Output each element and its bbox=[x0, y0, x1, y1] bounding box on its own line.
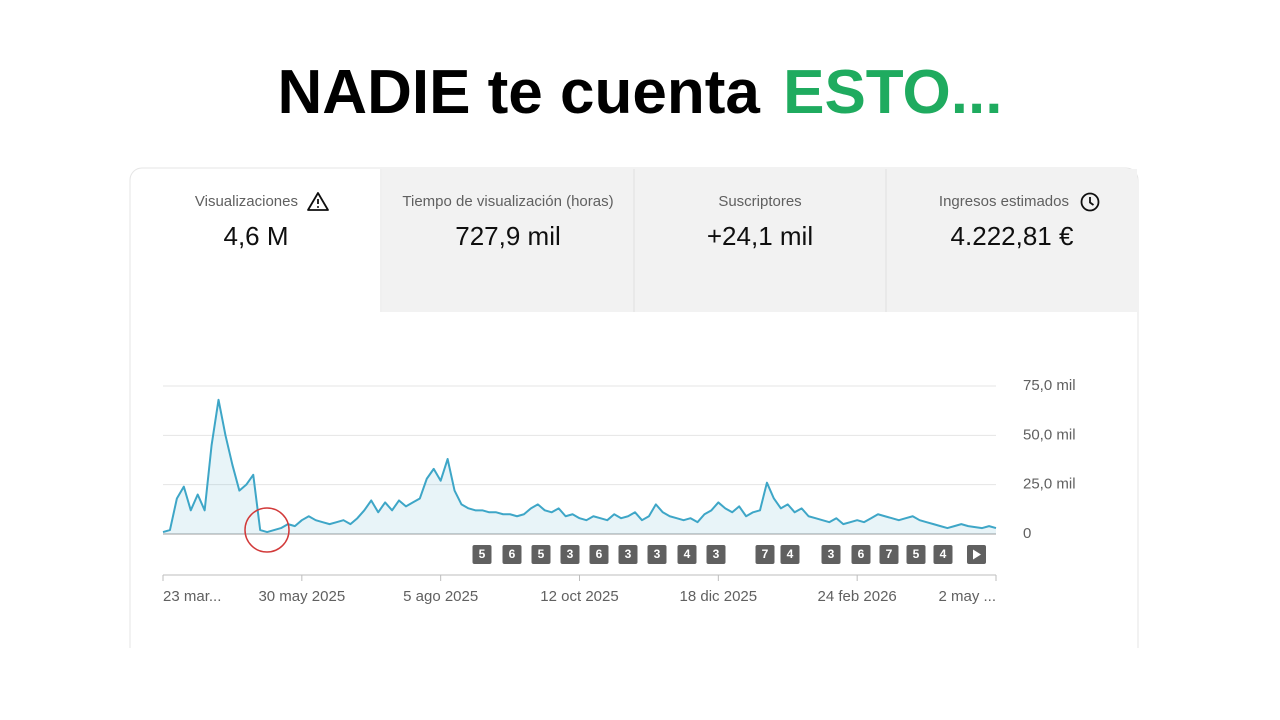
annotation-marker bbox=[755, 545, 775, 564]
annotation-marker bbox=[933, 545, 953, 564]
tab[interactable]: Tiempo de visualización (horas) 727,9 mi… bbox=[402, 193, 613, 251]
headline-highlight: ESTO... bbox=[783, 58, 1002, 127]
annotation-label: 4 bbox=[787, 547, 794, 561]
y-tick-label: 0 bbox=[1023, 525, 1031, 542]
play-icon bbox=[973, 549, 981, 560]
annotation-label: 6 bbox=[596, 547, 603, 561]
annotation-marker bbox=[677, 545, 697, 564]
tab-value: 4.222,81 € bbox=[951, 221, 1074, 251]
warning-icon bbox=[307, 192, 329, 211]
play-button[interactable] bbox=[967, 545, 986, 564]
tab-value: +24,1 mil bbox=[707, 221, 813, 251]
y-tick-label: 75,0 mil bbox=[1023, 377, 1076, 394]
annotation-label: 3 bbox=[828, 547, 835, 561]
annotation-marker bbox=[647, 545, 667, 564]
x-tick-label: 2 may ... bbox=[938, 588, 996, 605]
x-tick-label: 12 oct 2025 bbox=[540, 588, 618, 605]
annotation-label: 7 bbox=[762, 547, 769, 561]
annotation-label: 3 bbox=[713, 547, 720, 561]
annotation-label: 4 bbox=[940, 547, 947, 561]
annotation-marker bbox=[821, 545, 841, 564]
annotation-label: 7 bbox=[886, 547, 893, 561]
annotation-label: 5 bbox=[913, 547, 920, 561]
tab[interactable]: Visualizaciones 4,6 M bbox=[195, 192, 329, 251]
x-tick-label: 23 mar... bbox=[163, 588, 221, 605]
x-tick-label: 18 dic 2025 bbox=[680, 588, 758, 605]
annotation-label: 6 bbox=[858, 547, 865, 561]
annotation-marker bbox=[851, 545, 871, 564]
line bbox=[162, 398, 997, 534]
tab[interactable]: Ingresos estimados 4.222,81 € bbox=[939, 192, 1100, 251]
annotation-label: 3 bbox=[625, 547, 632, 561]
highlight-circle bbox=[244, 507, 290, 553]
x-tick-label: 5 ago 2025 bbox=[403, 588, 478, 605]
annotation-label: 3 bbox=[654, 547, 661, 561]
headline-text: NADIE te cuenta bbox=[278, 58, 761, 127]
annotation-marker bbox=[560, 545, 580, 564]
tab-label: Tiempo de visualización (horas) bbox=[402, 193, 613, 210]
tab-value: 4,6 M bbox=[223, 221, 288, 251]
y-tick-label: 25,0 mil bbox=[1023, 476, 1076, 493]
headline: NADIE te cuenta ESTO... bbox=[278, 58, 1003, 127]
annotation-marker bbox=[589, 545, 609, 564]
annotation-label: 4 bbox=[684, 547, 691, 561]
tab-label: Suscriptores bbox=[718, 193, 801, 210]
annotation-marker bbox=[879, 545, 899, 564]
annotation-marker bbox=[780, 545, 800, 564]
tab-bg bbox=[382, 169, 1137, 312]
annotation-label: 6 bbox=[509, 547, 516, 561]
y-tick-label: 50,0 mil bbox=[1023, 426, 1076, 443]
annotation-marker bbox=[706, 545, 726, 564]
tab-value: 727,9 mil bbox=[455, 221, 561, 251]
x-tick-label: 24 feb 2026 bbox=[818, 588, 897, 605]
clock-icon bbox=[1080, 192, 1100, 212]
x-tick-label: 30 may 2025 bbox=[258, 588, 345, 605]
annotation-label: 5 bbox=[479, 547, 486, 561]
chart: 0 25,0 mil 50,0 mil 75,0 mil 23 mar... 30 may… bbox=[162, 377, 1076, 605]
tab-label: Ingresos estimados bbox=[939, 193, 1069, 210]
annotation-label: 5 bbox=[538, 547, 545, 561]
annotation-label: 3 bbox=[567, 547, 574, 561]
annotation-marker bbox=[472, 545, 492, 564]
annotation-marker bbox=[906, 545, 926, 564]
tab[interactable]: Suscriptores +24,1 mil bbox=[707, 193, 813, 251]
clock-hand bbox=[1089, 197, 1095, 206]
annotation-marker bbox=[502, 545, 522, 564]
tab-label: Visualizaciones bbox=[195, 193, 298, 210]
annotation-marker bbox=[618, 545, 638, 564]
annotation-marker bbox=[531, 545, 551, 564]
warning-icon-dot bbox=[317, 206, 319, 208]
